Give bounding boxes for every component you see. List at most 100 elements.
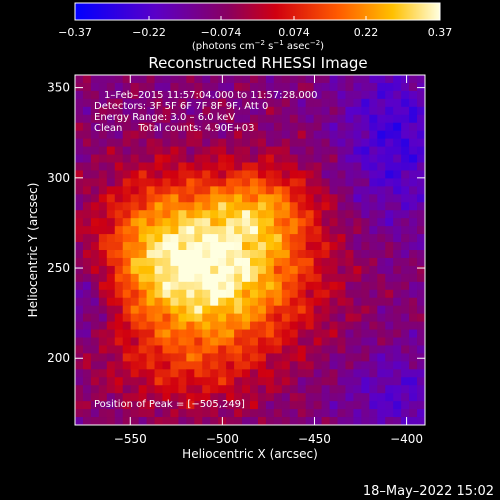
colorbar-tick-label: −0.37 — [58, 26, 92, 39]
heatmap-cell — [401, 273, 410, 283]
heatmap-cell — [90, 313, 100, 322]
heatmap-cell — [170, 234, 179, 243]
heatmap-cell — [162, 98, 171, 108]
heatmap-cell — [297, 130, 307, 140]
heatmap-cell — [313, 337, 322, 346]
heatmap-cell — [162, 369, 171, 378]
heatmap-cell — [82, 226, 92, 235]
heatmap-cell — [98, 345, 108, 354]
heatmap-cell — [114, 242, 124, 251]
heatmap-cell — [289, 90, 299, 100]
heatmap-cell — [98, 321, 108, 330]
heatmap-cell — [377, 122, 386, 132]
heatmap-cell — [242, 393, 251, 402]
heatmap-cell — [82, 257, 92, 267]
heatmap-cell — [353, 90, 362, 100]
heatmap-cell — [154, 130, 163, 140]
heatmap-cell — [218, 226, 227, 235]
heatmap-cell — [226, 281, 235, 291]
heatmap-cell — [242, 265, 251, 275]
heatmap-cell — [273, 130, 283, 140]
heatmap-cell — [385, 210, 394, 219]
heatmap-cell — [321, 106, 330, 116]
heatmap-cell — [337, 242, 346, 251]
heatmap-cell — [170, 226, 179, 235]
heatmap-cell — [186, 329, 195, 338]
heatmap-cell — [281, 321, 291, 330]
heatmap-cell — [345, 265, 354, 275]
heatmap-cell — [138, 226, 147, 235]
heatmap-cell — [170, 345, 179, 354]
heatmap-cell — [90, 250, 100, 259]
heatmap-cell — [130, 186, 140, 195]
heatmap-cell — [353, 114, 362, 124]
heatmap-cell — [377, 146, 386, 155]
heatmap-cell — [82, 353, 92, 362]
heatmap-cell — [106, 257, 116, 267]
heatmap-cell — [369, 321, 378, 330]
heatmap-cell — [385, 75, 394, 84]
heatmap-cell — [369, 170, 378, 179]
heatmap-cell — [186, 361, 195, 370]
heatmap-cell — [250, 345, 259, 354]
heatmap-cell — [75, 234, 84, 243]
heatmap-cell — [393, 210, 402, 219]
heatmap-cell — [75, 273, 84, 283]
heatmap-cell — [337, 385, 346, 394]
heatmap-cell — [226, 75, 235, 84]
heatmap-cell — [417, 409, 425, 418]
heatmap-cell — [321, 273, 330, 283]
heatmap-cell — [321, 226, 330, 235]
heatmap-cell — [186, 385, 195, 394]
heatmap-cell — [138, 361, 147, 370]
heatmap-cell — [321, 313, 330, 322]
heatmap-cell — [417, 361, 425, 370]
heatmap-cell — [90, 138, 100, 147]
heatmap-cell — [178, 122, 187, 132]
heatmap-cell — [138, 178, 147, 187]
heatmap-cell — [353, 409, 362, 418]
heatmap-cell — [178, 401, 187, 410]
heatmap-cell — [75, 337, 84, 346]
heatmap-cell — [154, 337, 163, 346]
heatmap-cell — [289, 305, 299, 315]
heatmap-cell — [417, 353, 425, 362]
heatmap-cell — [234, 106, 243, 116]
heatmap-cell — [82, 170, 92, 179]
heatmap-cell — [265, 329, 275, 338]
heatmap-cell — [337, 218, 346, 227]
heatmap-cell — [186, 170, 195, 179]
heatmap-cell — [250, 329, 259, 338]
heatmap-cell — [353, 305, 362, 315]
heatmap-cell — [75, 281, 84, 291]
heatmap-cell — [337, 337, 346, 346]
heatmap-cell — [393, 90, 402, 100]
heatmap-cell — [75, 369, 84, 378]
heatmap-cell — [250, 297, 259, 307]
heatmap-cell — [297, 393, 307, 402]
heatmap-cell — [242, 122, 251, 132]
heatmap-cell — [417, 273, 425, 283]
heatmap-cell — [353, 154, 362, 163]
heatmap-cell — [305, 345, 315, 354]
heatmap-cell — [329, 417, 338, 425]
heatmap-cell — [106, 265, 116, 275]
heatmap-cell — [250, 369, 259, 378]
heatmap-cell — [305, 321, 315, 330]
heatmap-cell — [138, 305, 147, 315]
heatmap-cell — [257, 194, 267, 203]
heatmap-cell — [170, 377, 179, 386]
heatmap-cell — [321, 82, 330, 92]
heatmap-cell — [265, 90, 275, 100]
heatmap-cell — [353, 273, 362, 283]
heatmap-cell — [178, 170, 187, 179]
heatmap-cell — [289, 393, 299, 402]
heatmap-cell — [194, 409, 203, 418]
heatmap-cell — [297, 114, 307, 124]
heatmap-cell — [281, 361, 291, 370]
heatmap-cell — [265, 162, 275, 171]
heatmap-cell — [377, 194, 386, 203]
heatmap-cell — [90, 257, 100, 267]
heatmap-cell — [218, 369, 227, 378]
heatmap-cell — [226, 305, 235, 315]
